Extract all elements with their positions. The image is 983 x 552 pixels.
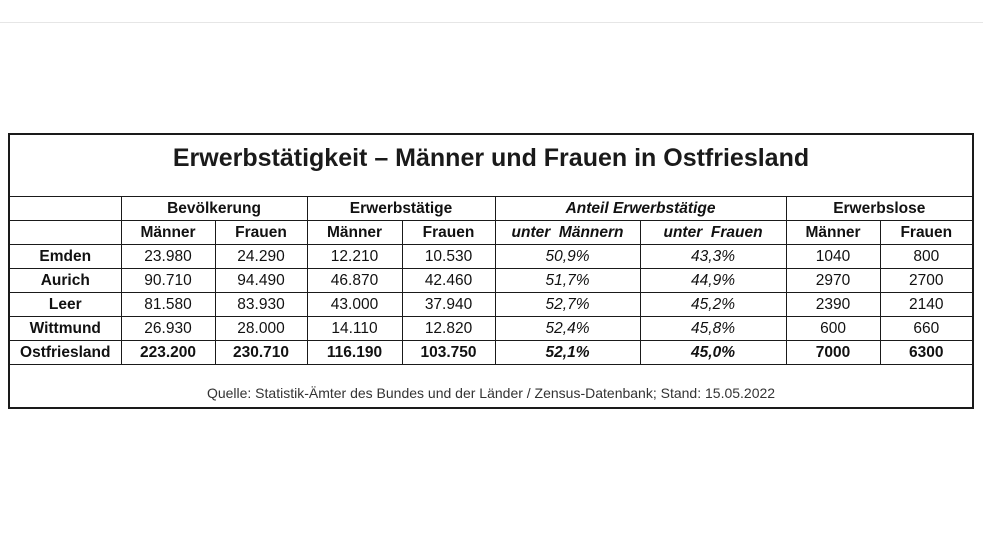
empty-corner-cell <box>10 197 122 221</box>
cell-los-frauen: 800 <box>879 244 973 269</box>
cell-bev-frauen: 24.290 <box>214 244 308 269</box>
cell-bev-maenner: 23.980 <box>120 244 216 269</box>
group-header-anteil: Anteil Erwerbstätige <box>494 197 787 221</box>
subheader-anteil-frauen: unter Frauen <box>639 220 787 245</box>
row-label: Leer <box>10 292 122 317</box>
cell-anteil-frauen: 44,9% <box>639 268 787 293</box>
cell-bev-frauen: 28.000 <box>214 316 308 341</box>
group-header-bevoelkerung: Bevölkerung <box>120 197 308 221</box>
cell-los-maenner: 1040 <box>785 244 881 269</box>
cell-los-maenner: 2390 <box>785 292 881 317</box>
cell-los-frauen: 660 <box>879 316 973 341</box>
cell-anteil-maenner: 52,4% <box>494 316 641 341</box>
row-label: Emden <box>10 244 122 269</box>
group-header-erwerbstaetige: Erwerbstätige <box>306 197 496 221</box>
row-label: Aurich <box>10 268 122 293</box>
cell-los-maenner: 2970 <box>785 268 881 293</box>
cell-erw-frauen: 37.940 <box>401 292 496 317</box>
table-row: Wittmund 26.930 28.000 14.110 12.820 52,… <box>10 316 973 341</box>
table-row: Aurich 90.710 94.490 46.870 42.460 51,7%… <box>10 268 973 293</box>
subheader-bev-maenner: Männer <box>120 220 216 245</box>
cell-erw-maenner: 14.110 <box>306 316 403 341</box>
subheader-los-frauen: Frauen <box>879 220 973 245</box>
group-header-erwerbslose: Erwerbslose <box>785 197 973 221</box>
subheader-erw-frauen: Frauen <box>401 220 496 245</box>
table-row: Emden 23.980 24.290 12.210 10.530 50,9% … <box>10 244 973 269</box>
total-row: Ostfriesland 223.200 230.710 116.190 103… <box>10 340 973 365</box>
table-frame: Erwerbstätigkeit – Männer und Frauen in … <box>8 133 974 409</box>
group-header-row: Bevölkerung Erwerbstätige Anteil Erwerbs… <box>10 197 973 221</box>
cell-bev-frauen: 230.710 <box>214 340 308 365</box>
cell-bev-maenner: 26.930 <box>120 316 216 341</box>
cell-anteil-frauen: 45,2% <box>639 292 787 317</box>
cell-anteil-maenner: 52,1% <box>494 340 641 365</box>
cell-erw-frauen: 10.530 <box>401 244 496 269</box>
data-table: Bevölkerung Erwerbstätige Anteil Erwerbs… <box>10 197 973 365</box>
cell-erw-maenner: 116.190 <box>306 340 403 365</box>
cell-bev-frauen: 83.930 <box>214 292 308 317</box>
cell-bev-frauen: 94.490 <box>214 268 308 293</box>
cell-bev-maenner: 223.200 <box>120 340 216 365</box>
table-row: Leer 81.580 83.930 43.000 37.940 52,7% 4… <box>10 292 973 317</box>
sub-header-row: Männer Frauen Männer Frauen unter Männer… <box>10 220 973 245</box>
row-label: Wittmund <box>10 316 122 341</box>
cell-los-frauen: 2700 <box>879 268 973 293</box>
subheader-bev-frauen: Frauen <box>214 220 308 245</box>
cell-anteil-frauen: 45,0% <box>639 340 787 365</box>
subheader-los-maenner: Männer <box>785 220 881 245</box>
cell-los-frauen: 2140 <box>879 292 973 317</box>
cell-bev-maenner: 81.580 <box>120 292 216 317</box>
cell-anteil-maenner: 50,9% <box>494 244 641 269</box>
subheader-anteil-maenner: unter Männern <box>494 220 641 245</box>
row-label: Ostfriesland <box>10 340 122 365</box>
source-note: Quelle: Statistik-Ämter des Bundes und d… <box>206 385 776 401</box>
cell-erw-frauen: 103.750 <box>401 340 496 365</box>
top-divider <box>0 22 983 23</box>
table-title: Erwerbstätigkeit – Männer und Frauen in … <box>10 135 972 197</box>
cell-anteil-maenner: 51,7% <box>494 268 641 293</box>
cell-anteil-frauen: 45,8% <box>639 316 787 341</box>
cell-los-maenner: 600 <box>785 316 881 341</box>
cell-erw-frauen: 42.460 <box>401 268 496 293</box>
cell-los-frauen: 6300 <box>879 340 973 365</box>
cell-erw-maenner: 43.000 <box>306 292 403 317</box>
cell-anteil-frauen: 43,3% <box>639 244 787 269</box>
cell-los-maenner: 7000 <box>785 340 881 365</box>
subheader-erw-maenner: Männer <box>306 220 403 245</box>
cell-bev-maenner: 90.710 <box>120 268 216 293</box>
cell-anteil-maenner: 52,7% <box>494 292 641 317</box>
empty-label-cell <box>10 220 122 245</box>
cell-erw-frauen: 12.820 <box>401 316 496 341</box>
cell-erw-maenner: 12.210 <box>306 244 403 269</box>
cell-erw-maenner: 46.870 <box>306 268 403 293</box>
